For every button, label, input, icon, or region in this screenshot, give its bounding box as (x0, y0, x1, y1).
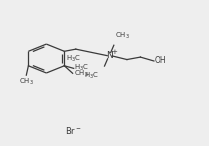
Text: OH: OH (155, 56, 166, 65)
Text: Br$^-$: Br$^-$ (65, 125, 82, 136)
Text: N: N (106, 51, 113, 60)
Text: CH$_3$: CH$_3$ (74, 69, 89, 79)
Text: H$_3$C: H$_3$C (66, 54, 81, 64)
Text: CH$_3$: CH$_3$ (115, 31, 130, 41)
Text: H$_3$C: H$_3$C (84, 70, 99, 81)
Text: CH$_3$: CH$_3$ (19, 77, 34, 87)
Text: H$_3$C: H$_3$C (74, 63, 89, 73)
Text: +: + (112, 49, 118, 55)
